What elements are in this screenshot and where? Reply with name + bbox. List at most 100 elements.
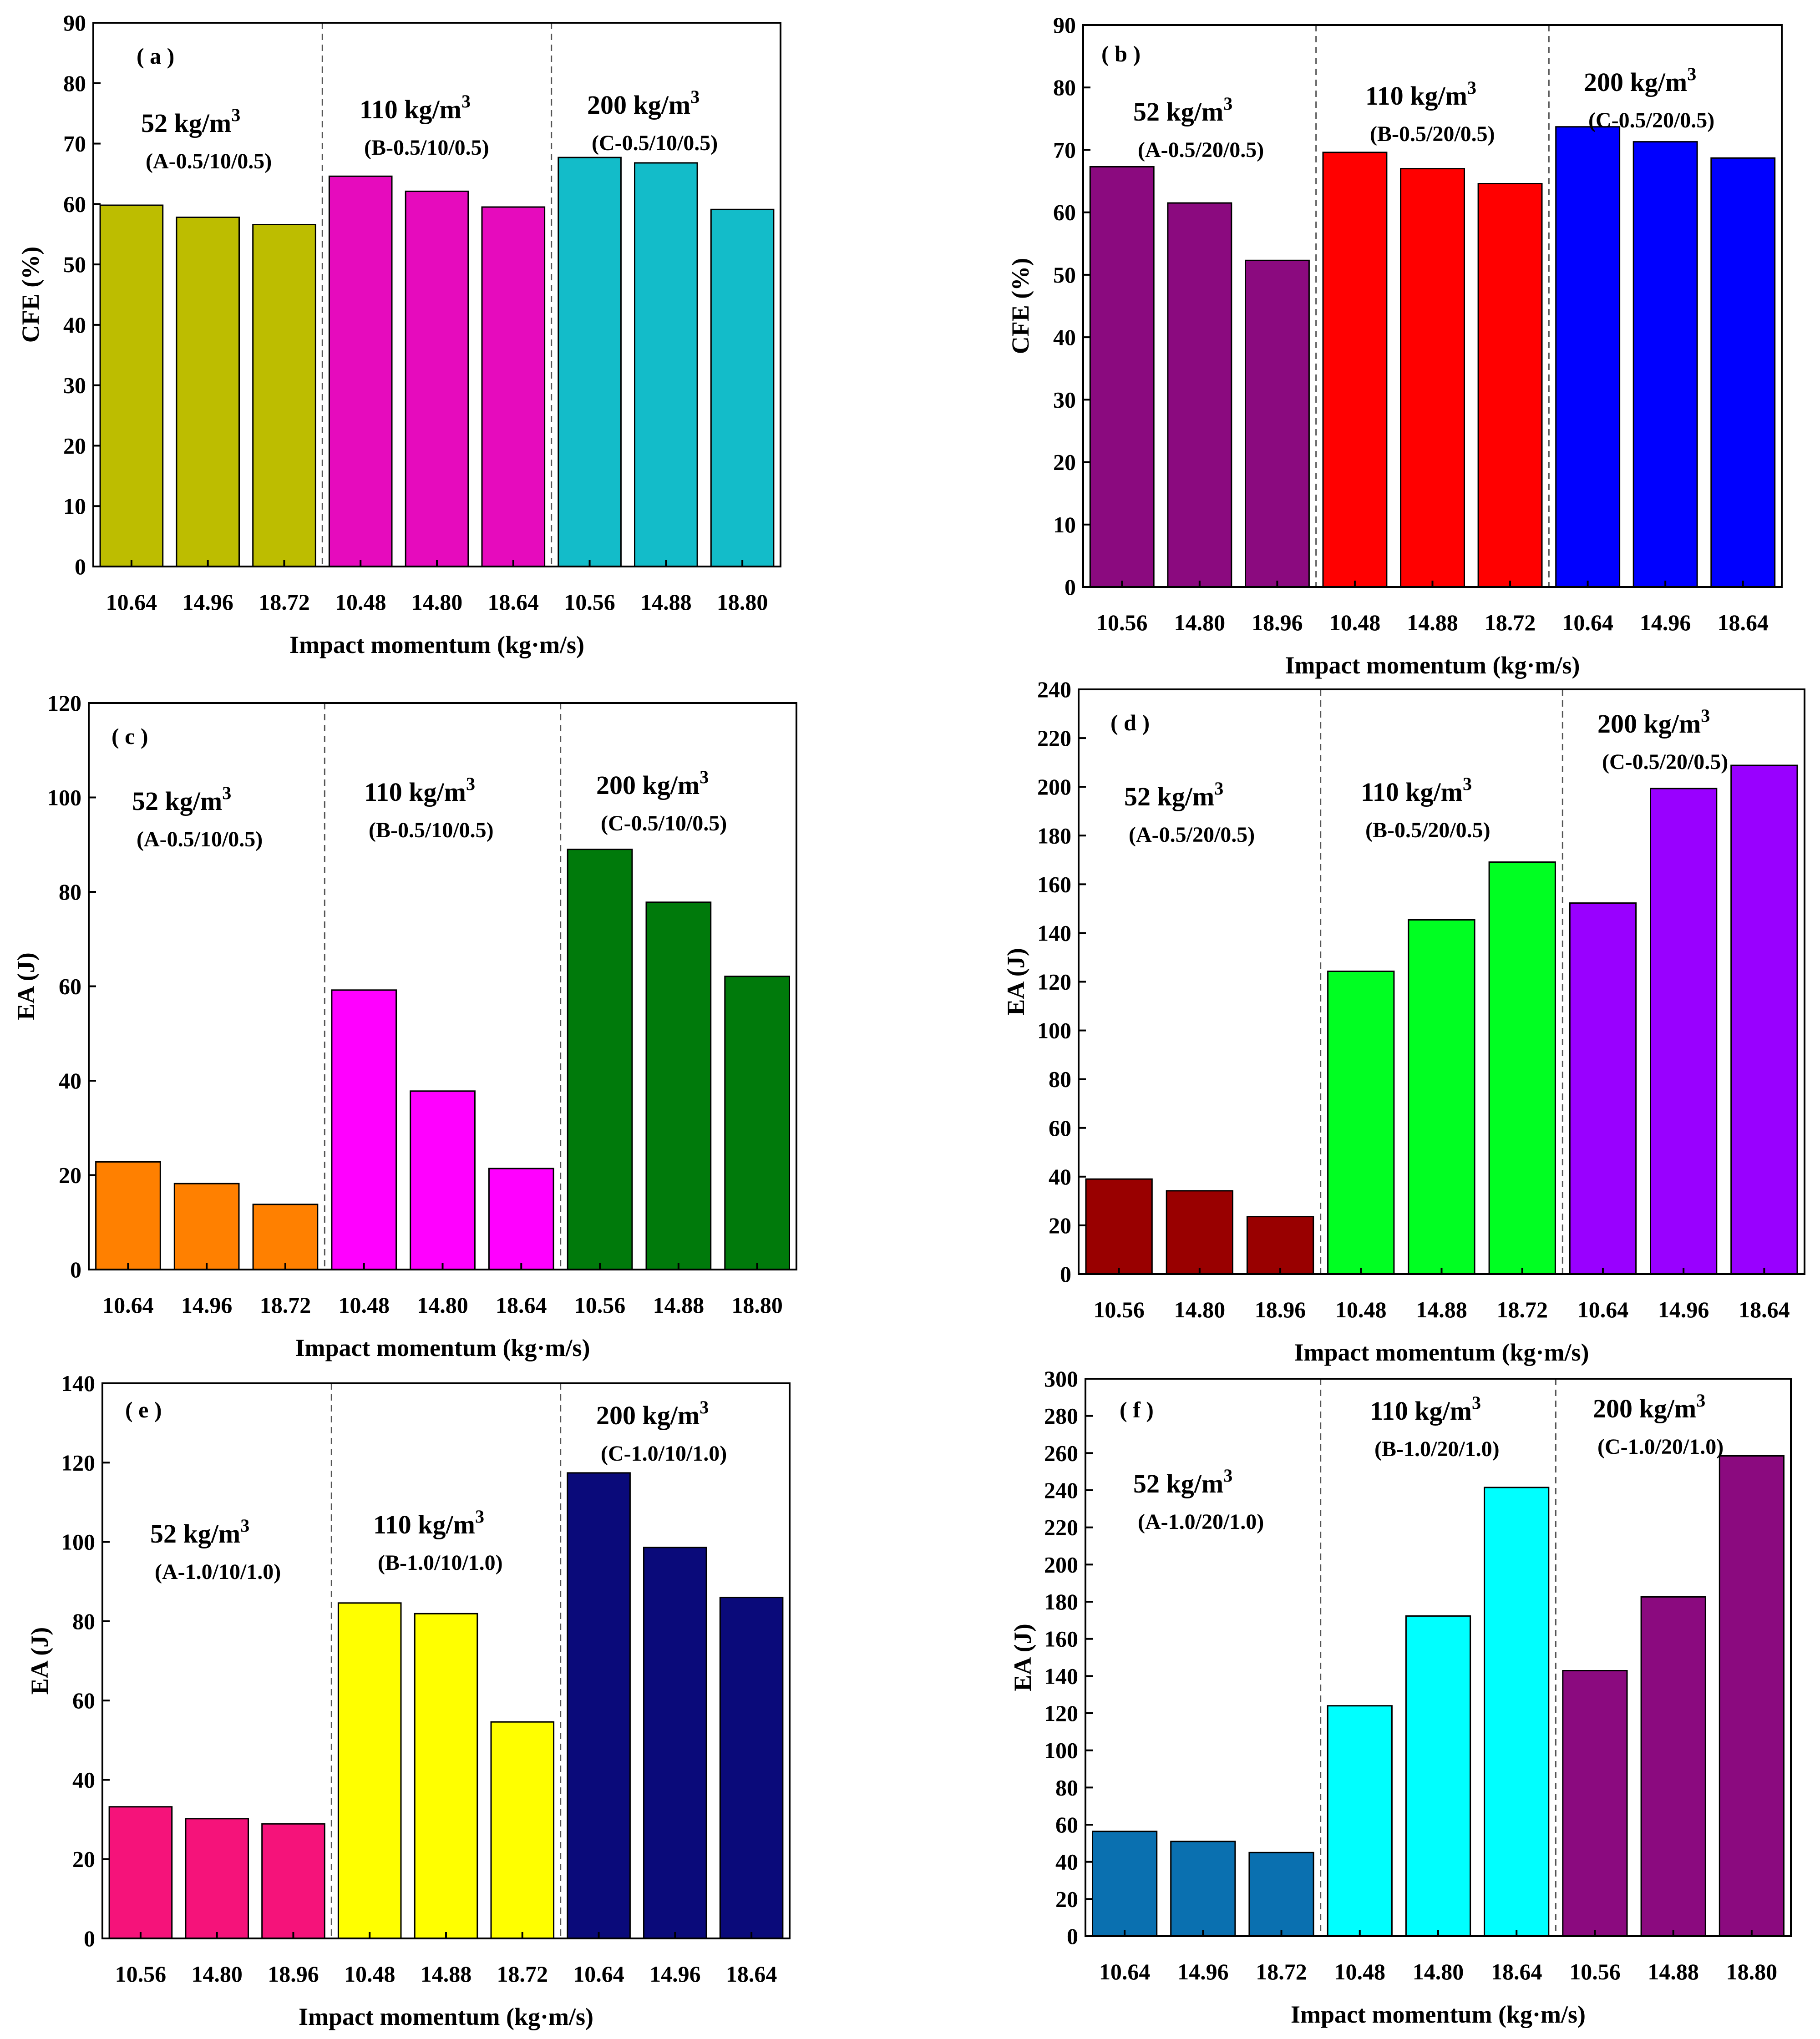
panel-label: ( c ): [112, 724, 148, 749]
y-tick-label: 90: [1053, 12, 1076, 38]
y-tick-label: 80: [1055, 1775, 1078, 1800]
y-tick-label: 260: [1044, 1440, 1078, 1466]
x-tick-label: 14.88: [1416, 1297, 1467, 1322]
bar-g2-1: [1327, 971, 1395, 1275]
group-code-label: (C-0.5/20/0.5): [1602, 750, 1728, 774]
x-tick-label: 10.64: [102, 1292, 154, 1318]
bar-g1-2: [1166, 1190, 1233, 1275]
y-tick-label: 40: [63, 312, 86, 338]
y-tick-label: 80: [1053, 75, 1076, 100]
y-tick-label: 0: [84, 1926, 95, 1951]
group-density-label: 200 kg/m3: [1593, 1390, 1705, 1423]
y-tick-label: 70: [1053, 137, 1076, 162]
group-code-label: (A-0.5/20/0.5): [1129, 823, 1255, 847]
y-tick-label: 10: [1053, 512, 1076, 537]
bar-g1-3: [252, 1204, 319, 1270]
y-tick-label: 40: [1055, 1849, 1078, 1875]
chart-panel-a: 0 10 20 30 40 50 60 70 80 90 10.64 14.96 18.72 10.48 1…: [17, 10, 781, 658]
y-tick-label: 240: [1037, 677, 1071, 702]
y-tick-label: 30: [63, 373, 86, 398]
bar-g3-2: [634, 162, 698, 567]
group-density-label: 52 kg/m3: [1133, 1465, 1232, 1498]
panel-label: ( f ): [1120, 1397, 1154, 1422]
y-tick-label: 120: [47, 690, 81, 716]
bar-g2-3: [490, 1721, 555, 1939]
x-tick-label: 14.96: [1177, 1959, 1229, 1984]
x-tick-label: 10.56: [1096, 610, 1148, 635]
x-tick-label: 18.80: [717, 589, 768, 615]
group-density-label: 110 kg/m3: [360, 91, 471, 124]
bar-g1-2: [176, 217, 240, 567]
y-tick-label: 0: [75, 554, 86, 579]
x-tick-label: 14.96: [1658, 1297, 1709, 1322]
y-tick-label: 160: [1037, 871, 1071, 897]
y-tick-label: 60: [72, 1688, 95, 1713]
x-tick-label: 14.96: [181, 1292, 233, 1318]
y-tick-label: 140: [61, 1371, 95, 1396]
bar-g1-2: [185, 1818, 249, 1939]
x-tick-label: 18.72: [1496, 1297, 1548, 1322]
x-tick-label: 14.88: [653, 1292, 705, 1318]
bar-g3-1: [1562, 1670, 1628, 1937]
x-tick-label: 10.64: [1577, 1297, 1629, 1322]
bar-g1-1: [108, 1806, 173, 1939]
y-tick-label: 0: [1060, 1261, 1071, 1287]
bar-g2-2: [410, 1090, 476, 1270]
x-tick-label: 10.56: [1569, 1959, 1621, 1984]
chart-panel-b: 0 10 20 30 40 50 60 70 80 90 10.56 14.80 18.96 10.48 1…: [1007, 12, 1783, 679]
y-tick-label: 70: [63, 131, 86, 157]
y-tick-label: 60: [59, 974, 81, 999]
y-tick-label: 80: [59, 879, 81, 905]
y-tick-label: 40: [1049, 1164, 1071, 1189]
panel-label: ( a ): [137, 43, 174, 69]
bar-g1-1: [95, 1161, 161, 1270]
chart-panel-e: 0 20 40 60 80 100 120 140 10.56 14.80 18.96 10.48 14…: [26, 1371, 791, 2030]
bar-g3-1: [567, 1472, 631, 1939]
group-code-label: (B-1.0/10/1.0): [378, 1551, 503, 1575]
y-tick-label: 220: [1044, 1515, 1078, 1540]
x-tick-label: 18.80: [731, 1292, 783, 1318]
x-tick-label: 10.64: [106, 589, 157, 615]
x-axis-title: Impact momentum (kg·m/s): [295, 1334, 590, 1361]
group-code-label: (C-1.0/20/1.0): [1597, 1435, 1724, 1459]
y-tick-label: 220: [1037, 725, 1071, 751]
bar-g1-2: [1170, 1841, 1236, 1937]
y-tick-label: 100: [1044, 1738, 1078, 1763]
group-code-label: (B-1.0/20/1.0): [1374, 1437, 1500, 1461]
x-tick-label: 10.48: [1334, 1959, 1386, 1984]
y-axis-title: CFE (%): [1007, 258, 1034, 354]
x-tick-label: 14.96: [1640, 610, 1691, 635]
bar-g3-2: [1650, 788, 1718, 1275]
bar-g2-2: [414, 1613, 478, 1939]
x-tick-label: 18.64: [488, 589, 539, 615]
bar-g2-1: [328, 175, 393, 567]
y-tick-label: 120: [1044, 1700, 1078, 1726]
bar-g2-1: [337, 1602, 402, 1939]
y-tick-label: 20: [1053, 450, 1076, 475]
x-tick-label: 14.96: [182, 589, 233, 615]
x-tick-label: 14.88: [1648, 1959, 1699, 1984]
bar-g3-3: [1730, 764, 1798, 1275]
group-density-label: 200 kg/m3: [596, 1397, 709, 1430]
y-tick-label: 50: [1053, 262, 1076, 288]
chart-panel-f: 0 20 40 60 80 100 120 140 160 180 200 220 240 260 280 3…: [1009, 1366, 1792, 2028]
x-tick-label: 10.56: [564, 589, 615, 615]
x-tick-label: 10.48: [335, 589, 386, 615]
group-density-label: 200 kg/m3: [596, 767, 709, 800]
bar-g2-3: [488, 1168, 554, 1270]
y-tick-label: 300: [1044, 1366, 1078, 1391]
y-axis-title: EA (J): [1009, 1624, 1036, 1691]
bar-g1-1: [1089, 166, 1155, 588]
x-tick-label: 10.64: [1562, 610, 1613, 635]
bar-g3-1: [567, 849, 633, 1270]
x-axis-title: Impact momentum (kg·m/s): [1291, 2001, 1586, 2028]
y-axis-title: EA (J): [26, 1627, 53, 1695]
x-tick-label: 18.64: [1491, 1959, 1542, 1984]
y-tick-label: 180: [1044, 1589, 1078, 1614]
group-density-label: 200 kg/m3: [1584, 64, 1696, 97]
x-tick-label: 18.80: [1726, 1959, 1778, 1984]
bar-g1-3: [1246, 1216, 1314, 1275]
x-tick-label: 10.48: [338, 1292, 390, 1318]
y-tick-label: 40: [1053, 324, 1076, 350]
bar-g1-2: [1167, 202, 1232, 588]
